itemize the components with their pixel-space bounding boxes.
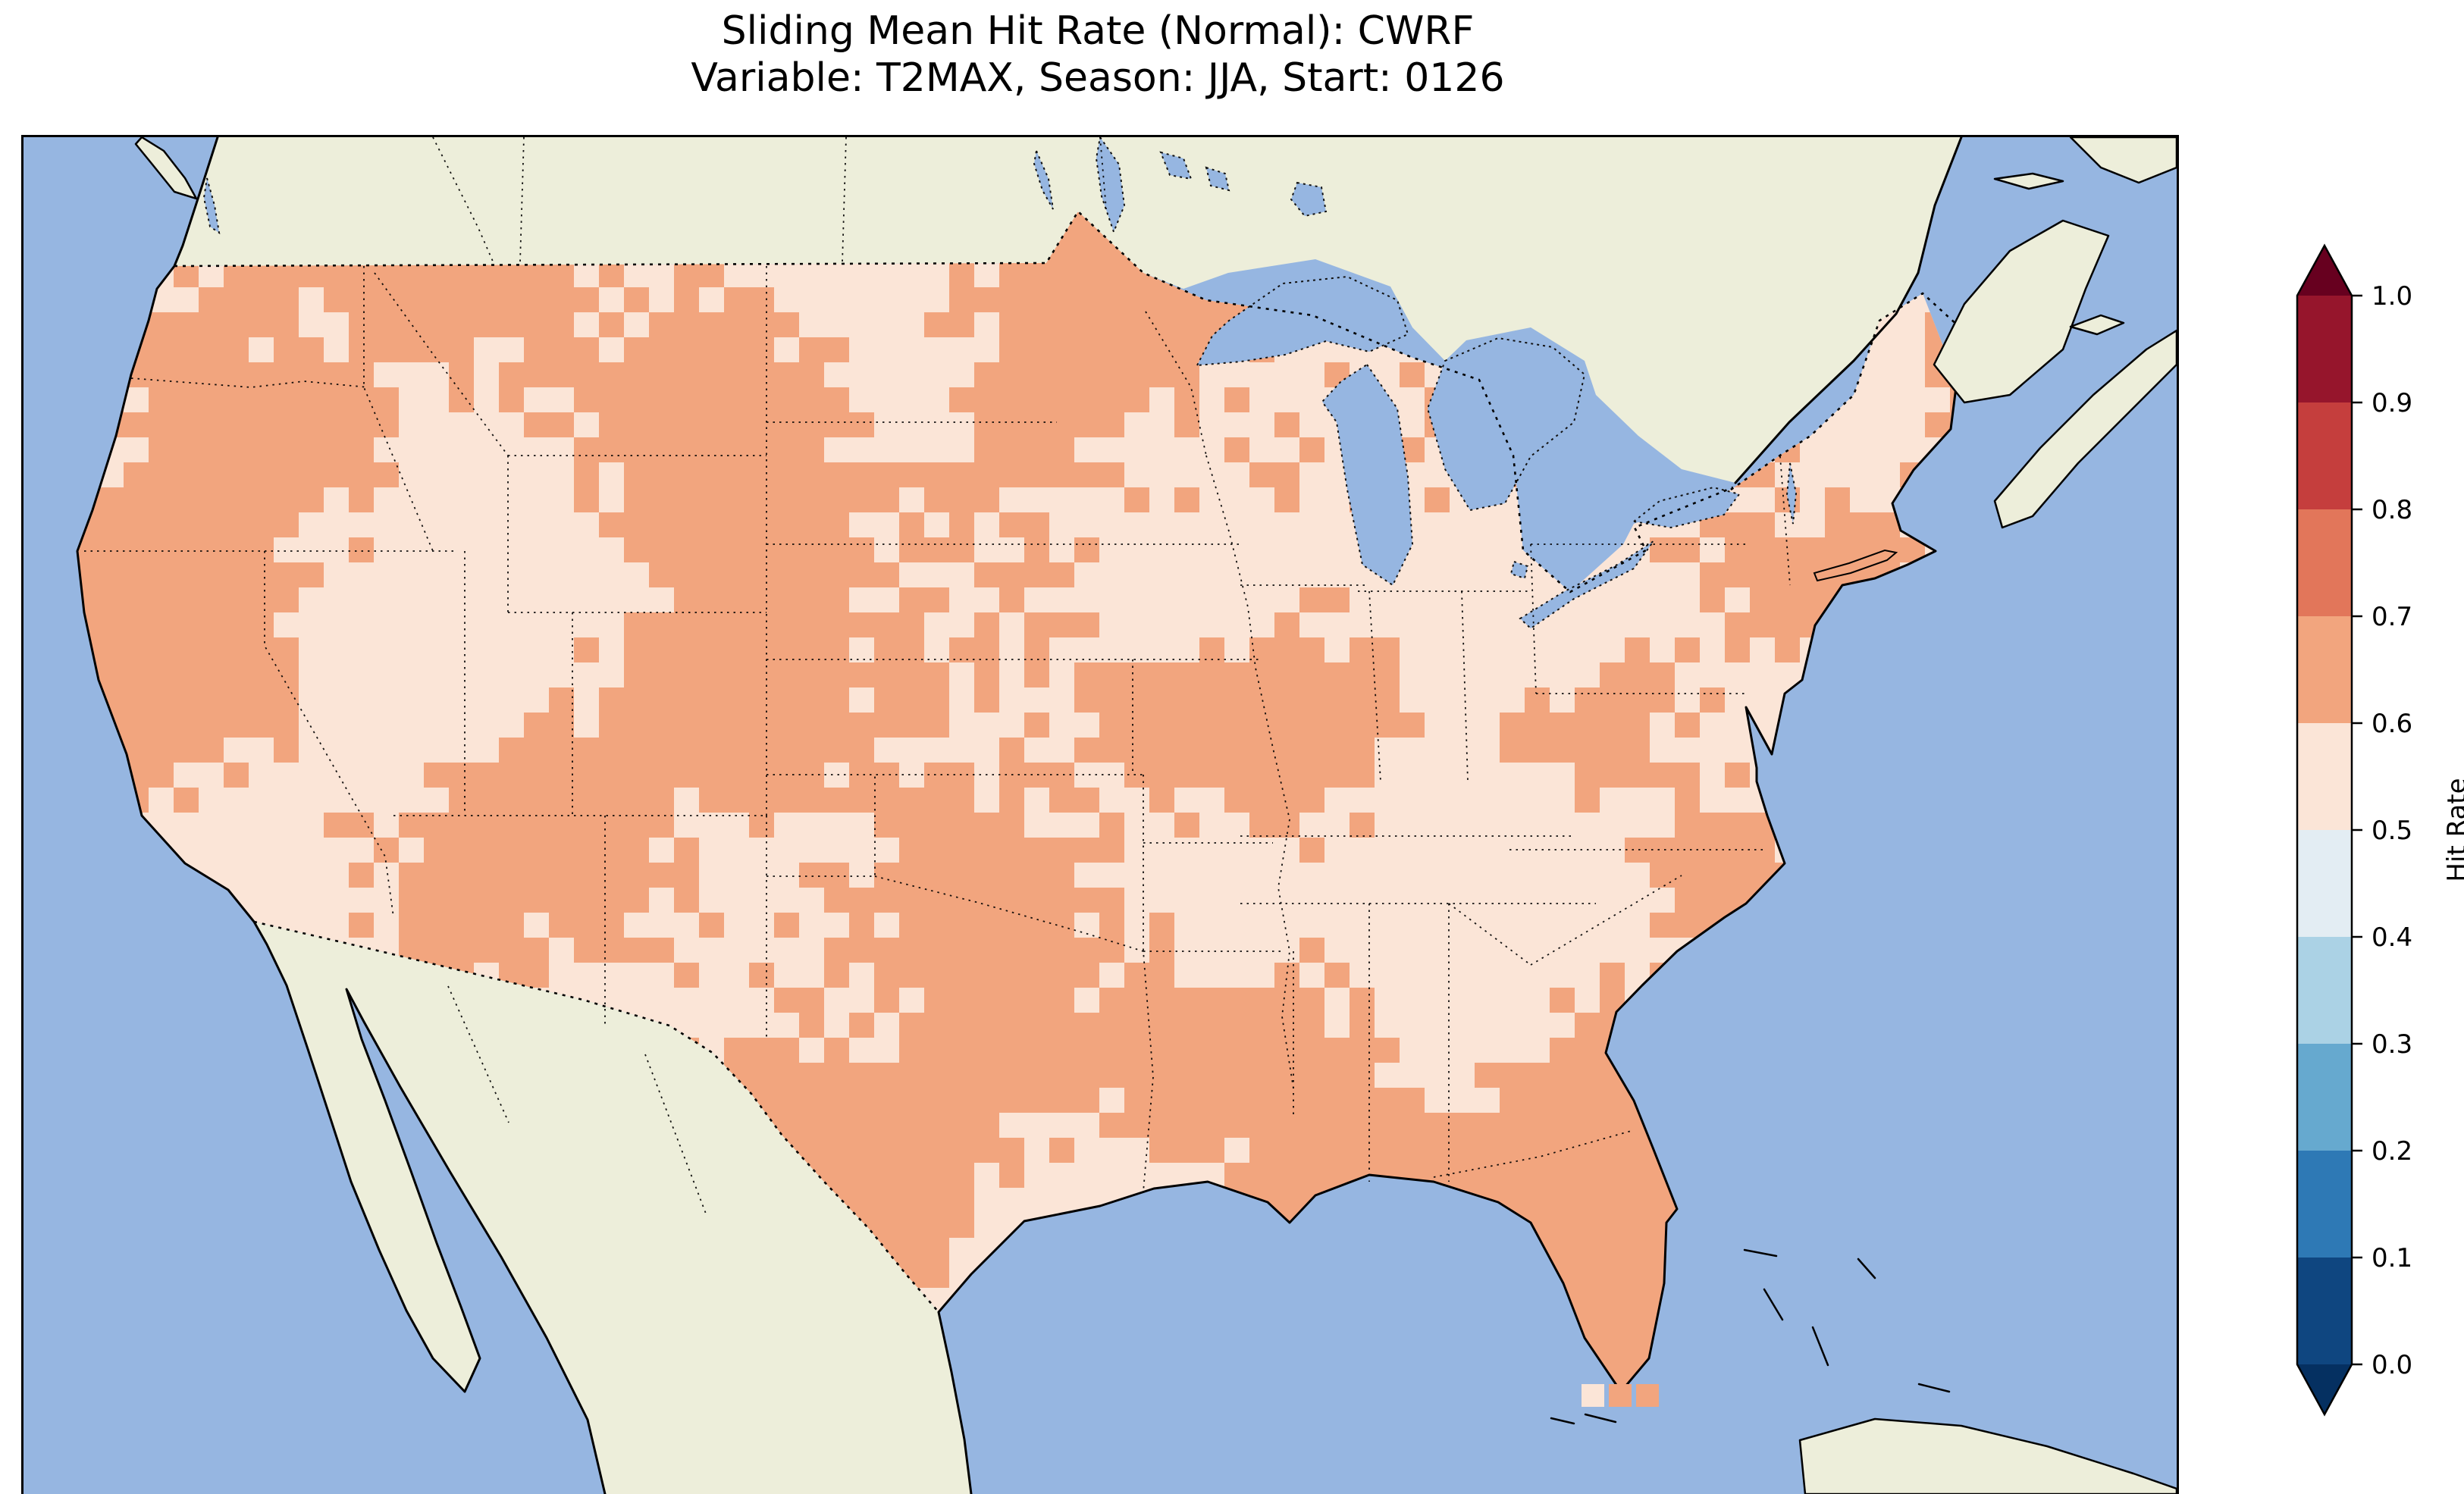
- state-borders: [84, 137, 1791, 1214]
- anticosti-island: [1993, 172, 2064, 190]
- colorbar-segment: [2297, 616, 2352, 723]
- hit-rate-cell: [1636, 1384, 1659, 1407]
- pacific-mexico-coastline: [76, 137, 607, 1494]
- colorbar-segment: [2297, 830, 2352, 937]
- figure-title: Sliding Mean Hit Rate (Normal): CWRF Var…: [21, 8, 2174, 102]
- colorbar-over-arrow: [2297, 246, 2352, 296]
- lake-st-clair: [1509, 560, 1529, 580]
- small-lake: [1205, 166, 1230, 192]
- colorbar-tick-label: 0.9: [2372, 388, 2412, 418]
- colorbar: 1.0 0.9 0.8 0.7 0.6 0.5 0.4 0.3 0.2 0.1 0.0 Hit Rat…: [2259, 227, 2464, 1471]
- small-lake: [1159, 151, 1193, 180]
- colorbar-segment: [2297, 296, 2352, 402]
- islands-and-peninsulas: [134, 137, 2177, 1494]
- us-canada-border: [174, 210, 1961, 594]
- colorbar-tick-label: 0.7: [2372, 602, 2412, 632]
- new-brunswick-gaspe: [1933, 219, 2110, 404]
- conus-hit-rate-map: [24, 137, 2177, 1494]
- colorbar-tick-label: 0.0: [2372, 1350, 2412, 1380]
- great-lakes: [202, 137, 1798, 630]
- bahamas-and-keys: [1550, 1248, 1951, 1425]
- lake-champlain: [1785, 462, 1798, 525]
- us-mexico-border: [253, 920, 939, 1313]
- colorbar-segment: [2297, 937, 2352, 1044]
- lake-nipigon: [1290, 181, 1328, 218]
- colorbar-axis-label: Hit Rate: [2442, 778, 2464, 882]
- colorbar-segment: [2297, 1044, 2352, 1151]
- nova-scotia: [1993, 329, 2177, 529]
- cuba: [1798, 1417, 2177, 1494]
- lake-michigan: [1321, 363, 1414, 587]
- vancouver-island: [134, 137, 198, 200]
- florida-keys-cells: [1582, 1384, 1659, 1407]
- mexico-landmass: [254, 922, 971, 1494]
- colorbar-segment: [2297, 723, 2352, 830]
- national-borders: [174, 210, 1961, 1313]
- hit-rate-cell: [1609, 1384, 1632, 1407]
- lake-winnipeg: [1095, 137, 1126, 234]
- st-lawrence-north-shore: [1734, 137, 1963, 484]
- prince-edward-island: [2069, 314, 2125, 336]
- lake-superior: [1196, 275, 1409, 367]
- colorbar-svg: 1.0 0.9 0.8 0.7 0.6 0.5 0.4 0.3 0.2 0.1 0.0 Hit Rat…: [2296, 243, 2464, 1417]
- colorbar-segment: [2297, 1258, 2352, 1364]
- lake-manitoba: [1033, 148, 1054, 210]
- colorbar-tick-label: 0.3: [2372, 1029, 2412, 1060]
- colorbar-tick-label: 0.4: [2372, 922, 2412, 953]
- lake-ontario: [1632, 486, 1741, 529]
- map-axes-frame: [21, 135, 2179, 1494]
- colorbar-tick-label: 0.8: [2372, 495, 2412, 525]
- colorbar-under-arrow: [2297, 1364, 2352, 1414]
- colorbar-tick-label: 0.6: [2372, 709, 2412, 739]
- colorbar-tick-label: 0.2: [2372, 1136, 2412, 1167]
- puget-sound: [202, 177, 221, 235]
- figure-title-line-1: Sliding Mean Hit Rate (Normal): CWRF: [721, 8, 1475, 54]
- canada-landmass: [174, 137, 1961, 483]
- colorbar-tick-label: 0.1: [2372, 1243, 2412, 1273]
- colorbar-tick-label: 1.0: [2372, 281, 2412, 312]
- figure-title-line-2: Variable: T2MAX, Season: JJA, Start: 012…: [691, 55, 1505, 101]
- coastlines: [76, 137, 1963, 1494]
- colorbar-tick-label: 0.5: [2372, 816, 2412, 846]
- colorbar-segment: [2297, 509, 2352, 616]
- colorbar-segment: [2297, 1151, 2352, 1258]
- lake-erie: [1519, 540, 1654, 630]
- hit-rate-cell: [1582, 1384, 1604, 1407]
- gulf-atlantic-coastline: [937, 380, 1958, 1494]
- lake-huron: [1426, 337, 1586, 512]
- colorbar-segment: [2297, 402, 2352, 509]
- newfoundland: [2069, 137, 2177, 184]
- colorbar-root: 1.0 0.9 0.8 0.7 0.6 0.5 0.4 0.3 0.2 0.1 0.0 Hit Rat…: [2296, 243, 2464, 1417]
- long-island: [1813, 549, 1898, 582]
